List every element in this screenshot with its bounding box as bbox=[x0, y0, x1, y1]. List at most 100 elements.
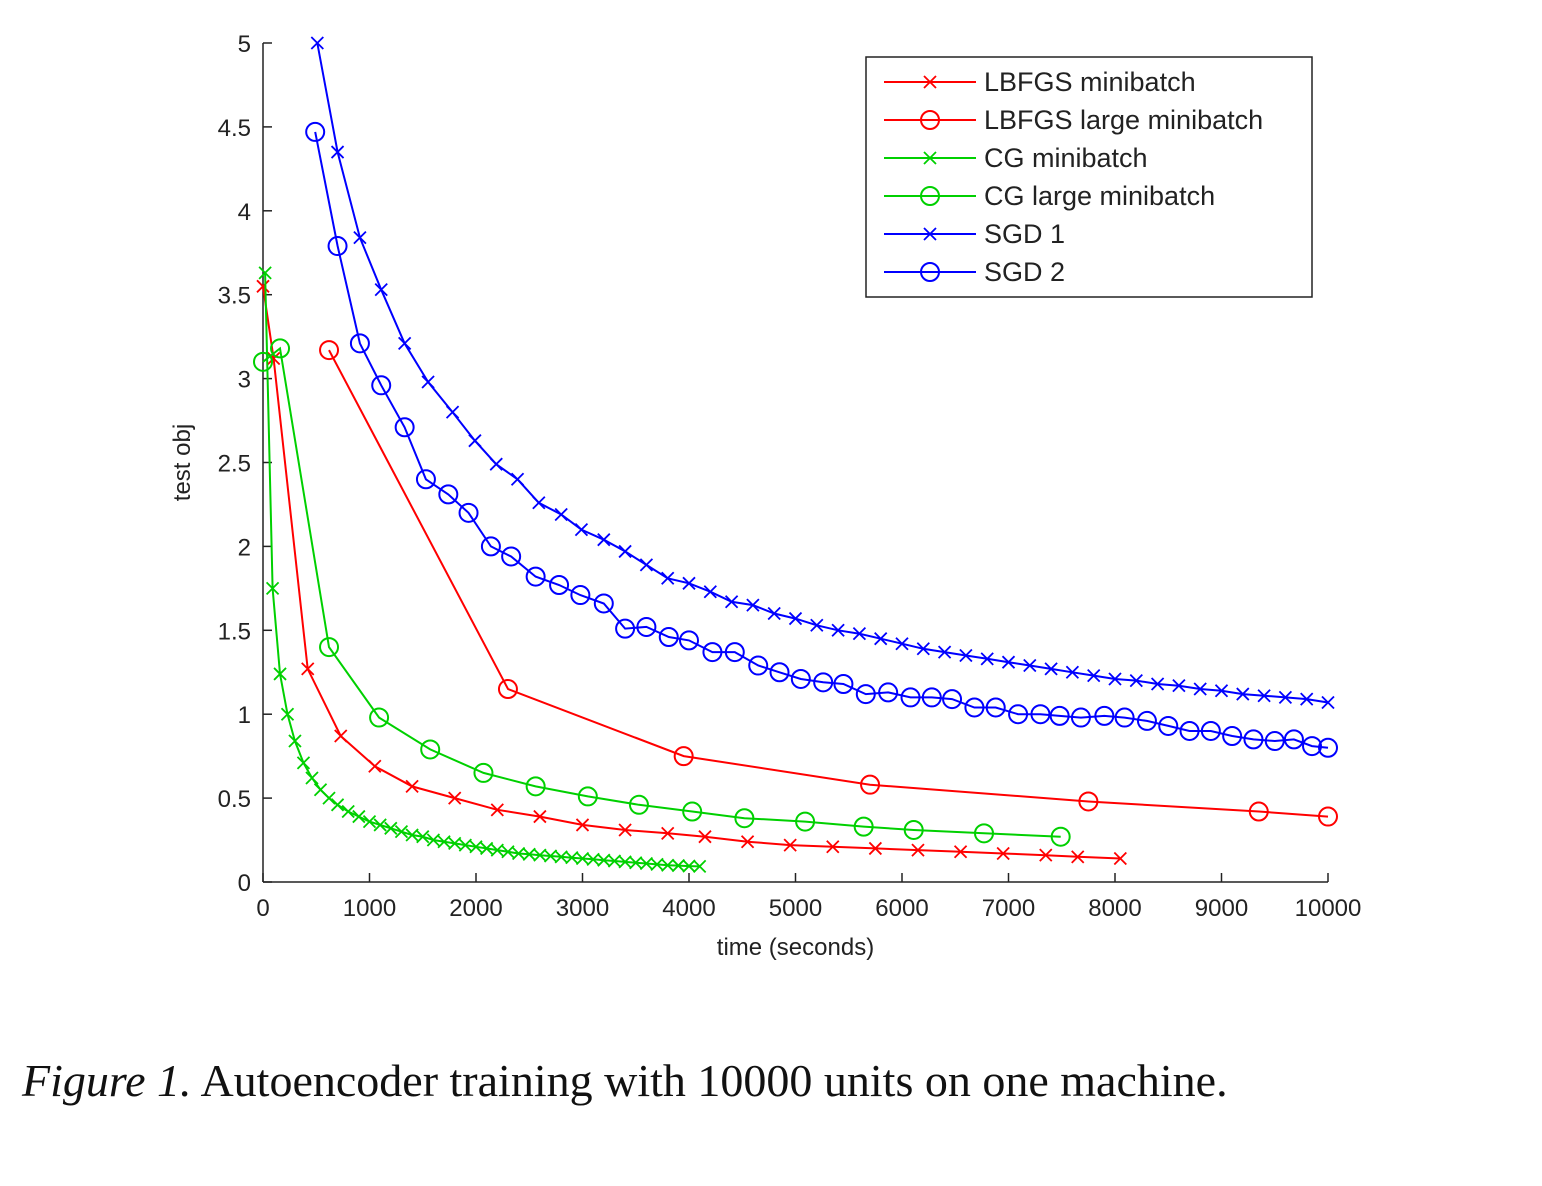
series-sgd-1 bbox=[310, 36, 1335, 710]
data-point bbox=[996, 846, 1010, 861]
data-point bbox=[301, 662, 315, 676]
data-point bbox=[1071, 850, 1085, 864]
data-point bbox=[1136, 710, 1157, 731]
data-point bbox=[405, 779, 419, 793]
data-point bbox=[319, 637, 340, 658]
data-point bbox=[788, 611, 803, 626]
figure-caption: Figure 1. Autoencoder training with 1000… bbox=[22, 1048, 1522, 1114]
data-point bbox=[341, 804, 355, 819]
data-point bbox=[273, 667, 287, 681]
legend-marker bbox=[920, 262, 940, 282]
series-line bbox=[262, 286, 1121, 860]
data-point bbox=[511, 846, 526, 861]
data-point bbox=[1108, 672, 1122, 686]
data-point bbox=[438, 484, 459, 505]
data-point bbox=[415, 469, 436, 490]
legend-marker bbox=[920, 110, 940, 130]
data-point bbox=[1008, 704, 1029, 725]
y-tick-label: 2 bbox=[238, 534, 251, 561]
data-point bbox=[533, 848, 547, 862]
data-point bbox=[1318, 737, 1338, 758]
data-point bbox=[795, 811, 816, 832]
data-point bbox=[661, 826, 675, 840]
line-chart: 0 1000 2000 3000 4000 5000 6000 7000 8000 9000 100… bbox=[169, 31, 1362, 961]
x-tick-label: 5000 bbox=[769, 895, 822, 922]
caption-prefix: Figure 1. bbox=[22, 1055, 192, 1106]
data-point bbox=[597, 533, 611, 547]
y-tick-label: 1.5 bbox=[218, 618, 251, 645]
data-point bbox=[1172, 679, 1186, 693]
legend-marker bbox=[923, 227, 937, 241]
data-point bbox=[661, 571, 675, 585]
legend-item-sgd-2: SGD 2 bbox=[884, 257, 1065, 287]
data-point bbox=[1094, 705, 1115, 726]
data-point bbox=[921, 687, 942, 708]
data-point bbox=[682, 801, 703, 822]
data-point bbox=[421, 375, 435, 389]
y-tick-label: 4.5 bbox=[218, 115, 251, 142]
data-point bbox=[1302, 736, 1323, 757]
data-point bbox=[959, 648, 973, 663]
data-point bbox=[1150, 677, 1165, 691]
data-point bbox=[1050, 826, 1071, 847]
legend-label: SGD 1 bbox=[984, 219, 1065, 249]
legend-marker bbox=[923, 151, 937, 165]
data-point bbox=[1257, 689, 1271, 703]
data-point bbox=[448, 791, 462, 805]
x-axis-label: time (seconds) bbox=[717, 934, 874, 961]
data-point bbox=[1318, 806, 1338, 827]
series-line bbox=[328, 349, 1329, 818]
data-point bbox=[458, 838, 472, 852]
legend: LBFGS minibatch LBFGS large minibatch CG m… bbox=[865, 56, 1313, 298]
data-point bbox=[416, 830, 430, 844]
data-point bbox=[1264, 731, 1285, 752]
x-tick-label: 4000 bbox=[662, 895, 715, 922]
x-tick-label: 2000 bbox=[449, 895, 502, 922]
data-point bbox=[1078, 791, 1099, 812]
data-point bbox=[437, 835, 451, 849]
legend-label: LBFGS minibatch bbox=[984, 67, 1196, 97]
x-tick-label: 9000 bbox=[1195, 895, 1248, 922]
data-point bbox=[746, 598, 760, 612]
data-point bbox=[398, 336, 412, 350]
data-point bbox=[597, 853, 611, 867]
x-tick-label: 10000 bbox=[1295, 895, 1362, 922]
y-tick-label: 3.5 bbox=[218, 283, 251, 310]
data-point bbox=[270, 338, 291, 359]
data-point bbox=[734, 808, 755, 829]
data-point bbox=[853, 816, 874, 837]
data-point bbox=[305, 771, 319, 785]
data-point bbox=[1300, 692, 1314, 706]
legend-label: CG minibatch bbox=[984, 143, 1148, 173]
data-point bbox=[618, 855, 632, 869]
legend-item-cg-large-minibatch: CG large minibatch bbox=[884, 181, 1215, 211]
data-point bbox=[1113, 851, 1127, 866]
series-sgd-2 bbox=[305, 121, 1338, 758]
data-point bbox=[258, 266, 272, 280]
data-point bbox=[974, 823, 995, 844]
y-tick-label: 2.5 bbox=[218, 451, 251, 478]
series-lbfgs-large-minibatch bbox=[319, 340, 1338, 827]
data-point bbox=[374, 283, 388, 297]
data-point bbox=[533, 809, 547, 824]
data-point bbox=[724, 642, 745, 663]
data-point bbox=[490, 803, 504, 817]
data-point bbox=[682, 576, 696, 590]
data-point bbox=[1001, 655, 1016, 669]
data-point bbox=[549, 574, 570, 595]
data-point bbox=[639, 856, 654, 871]
data-point bbox=[322, 791, 336, 805]
data-point bbox=[327, 236, 348, 257]
data-point bbox=[636, 616, 657, 637]
data-point bbox=[1193, 682, 1207, 696]
x-tick-label: 1000 bbox=[343, 895, 396, 922]
data-point bbox=[1070, 707, 1091, 728]
legend-item-cg-minibatch: CG minibatch bbox=[884, 143, 1148, 173]
data-point bbox=[911, 843, 925, 857]
data-point bbox=[458, 502, 479, 523]
data-point bbox=[497, 679, 518, 700]
data-point bbox=[878, 682, 899, 703]
data-point bbox=[1248, 801, 1269, 822]
data-point bbox=[1200, 720, 1221, 741]
legend-label: LBFGS large minibatch bbox=[984, 105, 1263, 135]
